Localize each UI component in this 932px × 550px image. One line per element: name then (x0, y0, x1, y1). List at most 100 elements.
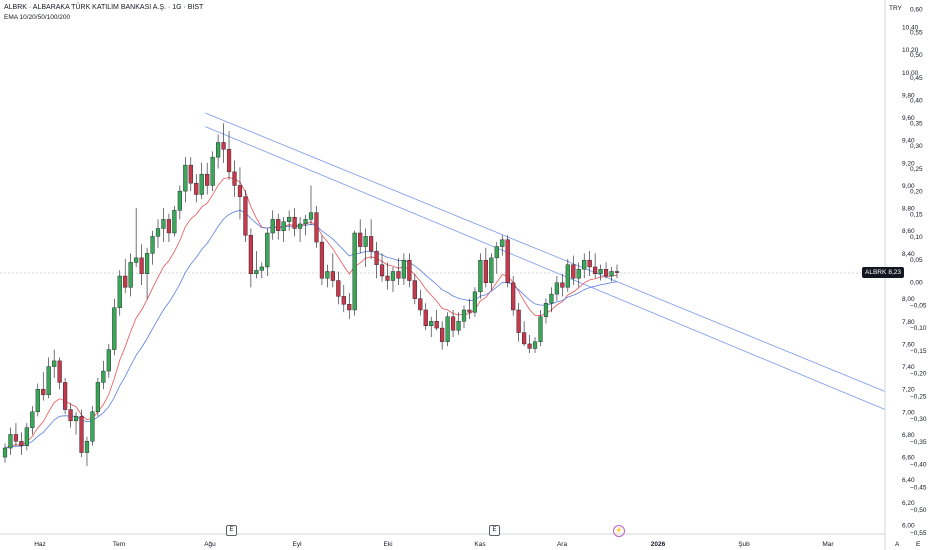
candle-body (117, 275, 122, 308)
candle-body (560, 282, 565, 288)
price-tag-symbol: ALBRK (865, 269, 887, 276)
price-tick-label: 7,00 (902, 409, 915, 416)
candle-body (407, 259, 412, 281)
candle-body (352, 232, 357, 311)
candle-body (483, 259, 488, 283)
candle-body (571, 264, 576, 279)
price-tick-label: 6,20 (902, 500, 915, 507)
earnings-icon[interactable]: E (226, 525, 237, 536)
time-tick-label: Tem (113, 541, 125, 548)
candle-body (369, 236, 374, 252)
symbol-title[interactable]: ALBRK · ALBARAKA TÜRK KATILIM BANKASI A.… (4, 4, 204, 11)
percent-tick-label: 0,05 (910, 257, 923, 264)
candle-body (46, 366, 51, 396)
time-axis[interactable]: Haz Tem Ağu Eyl Eki Kas Ara 2026 Şub Mar (34, 541, 834, 548)
candle-body (101, 370, 106, 383)
candle-body (511, 282, 516, 311)
candle-body (13, 434, 19, 442)
candle-body (106, 349, 111, 372)
percent-tick-label: −0,45 (910, 484, 927, 491)
time-tick-label: Ağu (204, 541, 216, 548)
candle-body (603, 269, 609, 277)
percent-tick-label: −0,05 (910, 302, 927, 309)
indicator-label[interactable]: EMA 10/20/50/100/200 (4, 14, 71, 21)
earnings-icon[interactable]: E (489, 525, 500, 536)
price-tick-label: 10,20 (902, 47, 919, 54)
log-scale-button[interactable]: E (916, 541, 921, 548)
candle-body (554, 282, 559, 295)
candle-body (538, 316, 543, 342)
ema-line (4, 209, 618, 449)
percent-tick-label: −0,50 (910, 507, 927, 514)
candle-body (41, 388, 46, 396)
candle-body (390, 271, 396, 281)
candle-body (609, 271, 614, 277)
auto-scale-button[interactable]: A (895, 541, 900, 548)
price-tick-label: 9,40 (902, 138, 915, 145)
percent-tick-label: 0,60 (910, 7, 923, 14)
candle-body (347, 304, 352, 311)
trendline-channel[interactable] (205, 112, 886, 410)
percent-tick-label: −0,25 (910, 393, 927, 400)
percent-tick-label: 0,35 (910, 120, 923, 127)
candle-body (341, 296, 346, 305)
candle-body (177, 190, 182, 211)
candle-body (614, 271, 620, 273)
price-axis[interactable]: 10,40 10,20 10,00 9,80 9,60 9,40 9,20 9,00 8,80 8… (889, 5, 919, 530)
candle-body (73, 416, 79, 422)
candle-body (456, 321, 461, 331)
candle-body (134, 257, 139, 263)
candle-body (450, 316, 456, 331)
candle-body (30, 411, 35, 428)
candle-body (172, 210, 177, 234)
candle-body (123, 275, 128, 288)
candle-body (593, 266, 598, 274)
candle-body (325, 271, 330, 279)
candle-body (549, 293, 554, 304)
candle-body (95, 382, 100, 413)
candle-body (303, 219, 308, 225)
candle-body (243, 196, 248, 236)
candle-body (396, 271, 401, 279)
candle-body (527, 343, 532, 349)
candle-body (254, 270, 259, 274)
price-tick-label: 7,60 (902, 341, 915, 348)
candle-body (598, 269, 603, 274)
percent-tick-label: 0,55 (910, 29, 923, 36)
candle-body (128, 262, 133, 288)
candle-body (84, 441, 90, 453)
price-tag-value: 8,23 (888, 269, 901, 276)
candle-body (385, 275, 390, 281)
candle-body (112, 307, 117, 350)
candle-body (79, 416, 84, 453)
candle-body (522, 332, 527, 345)
percent-tick-label: 0,45 (910, 75, 923, 82)
candle-body (297, 223, 303, 229)
time-tick-label: 2026 (651, 541, 666, 548)
candle-body (276, 219, 281, 231)
price-tick-label: 9,60 (902, 115, 915, 122)
candle-body (358, 232, 363, 247)
candle-body (543, 302, 549, 317)
candle-body (418, 298, 423, 311)
candle-body (166, 219, 172, 234)
percent-axis[interactable]: 0,60 0,55 0,50 0,45 0,40 0,35 0,30 0,25 0,20 0,15… (910, 7, 927, 537)
candle-body (292, 216, 297, 229)
candle-body (500, 239, 505, 247)
price-tick-label: 6,00 (902, 523, 915, 530)
candle-body (489, 257, 494, 283)
price-tick-label: 8,00 (902, 296, 915, 303)
time-tick-label: Haz (34, 541, 46, 548)
dividend-icon[interactable]: ⚡ (613, 525, 625, 537)
candle-body (423, 309, 428, 327)
candle-body (461, 309, 467, 322)
candle-body (259, 266, 264, 271)
price-tick-label: 10,00 (902, 70, 919, 77)
candle-body (183, 164, 188, 192)
candle-body (494, 246, 499, 259)
candle-body (68, 409, 73, 422)
candle-body (161, 219, 166, 229)
percent-tick-label: 0,30 (910, 143, 923, 150)
candle-body (19, 441, 24, 446)
